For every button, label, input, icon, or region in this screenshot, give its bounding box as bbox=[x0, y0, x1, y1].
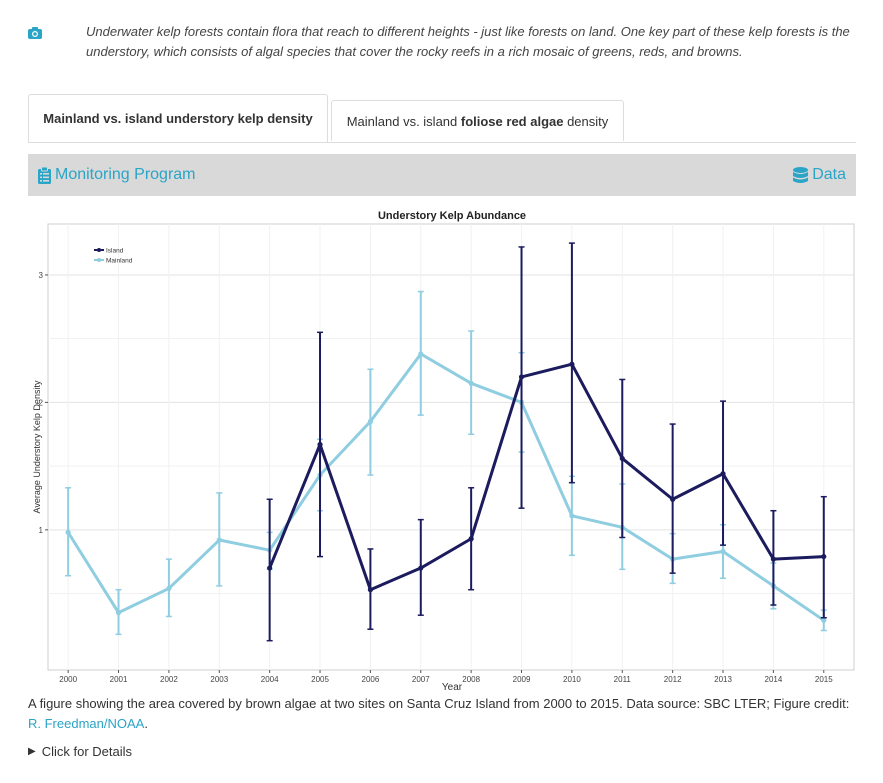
legend-marker bbox=[97, 248, 101, 252]
data-point bbox=[619, 455, 625, 462]
figure-caption: A figure showing the area covered by bro… bbox=[28, 694, 858, 734]
data-point bbox=[468, 380, 474, 386]
x-axis-label: Year bbox=[442, 682, 463, 692]
x-tick-label: 2011 bbox=[614, 675, 632, 684]
details-label: Click for Details bbox=[41, 744, 132, 759]
monitoring-program-label: Monitoring Program bbox=[55, 166, 196, 183]
caption-end: . bbox=[144, 716, 148, 731]
chart-container: Understory Kelp Abundance Average Unders… bbox=[28, 204, 856, 692]
chart-legend: Island Mainland bbox=[94, 248, 133, 265]
data-point bbox=[468, 536, 474, 542]
tab-bar: Mainland vs. island understory kelp dens… bbox=[28, 94, 856, 143]
data-point bbox=[418, 351, 424, 357]
data-point bbox=[115, 610, 122, 616]
x-tick-label: 2006 bbox=[362, 675, 380, 684]
x-tick-label: 2005 bbox=[311, 675, 329, 684]
data-point bbox=[317, 441, 323, 448]
data-point bbox=[821, 617, 827, 623]
y-tick-label: 3 bbox=[39, 271, 44, 280]
data-point bbox=[65, 529, 71, 535]
x-tick-label: 2010 bbox=[563, 675, 581, 684]
series-line-island bbox=[268, 362, 824, 592]
plot-frame bbox=[47, 223, 855, 671]
data-point bbox=[770, 556, 777, 562]
legend-marker bbox=[97, 258, 101, 262]
x-tick-label: 2012 bbox=[664, 675, 682, 684]
data-point bbox=[720, 471, 726, 477]
x-tick-label: 2002 bbox=[160, 675, 178, 684]
legend-label: Mainland bbox=[106, 258, 133, 265]
x-tick-label: 2008 bbox=[462, 675, 480, 684]
tab-foliose-label: Mainland vs. island foliose red algae de… bbox=[347, 114, 609, 129]
series-island bbox=[266, 242, 827, 642]
data-point bbox=[569, 361, 575, 367]
clipboard-icon bbox=[38, 166, 51, 184]
data-label: Data bbox=[812, 166, 846, 183]
data-point bbox=[166, 585, 172, 592]
y-tick-label: 1 bbox=[39, 526, 44, 535]
camera-icon[interactable] bbox=[28, 27, 42, 39]
plot-area: 1 2 3 2000 2001 2002 2003 2004 2005 2006 2007 2008 2… bbox=[39, 223, 855, 684]
x-tick-label: 2001 bbox=[110, 675, 128, 684]
x-tick-label: 2009 bbox=[513, 675, 531, 684]
database-icon bbox=[793, 166, 809, 183]
data-point bbox=[418, 565, 424, 571]
understory-kelp-chart: Understory Kelp Abundance Average Unders… bbox=[32, 210, 855, 692]
x-tick-label: 2004 bbox=[261, 675, 279, 684]
tab-understory-kelp-label: Mainland vs. island understory kelp dens… bbox=[43, 111, 313, 126]
credit-link[interactable]: R. Freedman/NOAA bbox=[28, 716, 145, 731]
intro-text: Underwater kelp forests contain flora th… bbox=[86, 24, 850, 59]
x-tick-label: 2000 bbox=[59, 675, 77, 684]
data-point bbox=[670, 496, 676, 502]
tab-foliose-prefix: Mainland vs. island bbox=[346, 113, 461, 129]
data-point bbox=[267, 565, 273, 571]
x-tick-label: 2014 bbox=[765, 675, 783, 684]
chart-title: Understory Kelp Abundance bbox=[378, 210, 526, 222]
y-axis-label: Average Understory Kelp Density bbox=[32, 380, 42, 513]
tab-understory-kelp[interactable]: Mainland vs. island understory kelp dens… bbox=[28, 94, 328, 142]
data-point bbox=[216, 537, 222, 543]
tab-foliose-suffix: density bbox=[563, 113, 609, 129]
data-point bbox=[569, 513, 575, 519]
y-tick-label: 2 bbox=[39, 398, 44, 407]
details-toggle[interactable]: ▶ Click for Details bbox=[28, 744, 132, 759]
series-line-mainland bbox=[66, 352, 825, 622]
x-tick-label: 2003 bbox=[210, 675, 228, 684]
data-point bbox=[821, 553, 827, 560]
disclosure-triangle-icon: ▶ bbox=[28, 746, 36, 757]
data-point bbox=[367, 418, 373, 425]
intro-section: Underwater kelp forests contain flora th… bbox=[28, 22, 858, 70]
x-tick-label: 2015 bbox=[815, 675, 833, 684]
panel-toolbar: Monitoring Program Data bbox=[28, 154, 856, 196]
data-point bbox=[518, 374, 525, 380]
data-point bbox=[367, 587, 373, 593]
data-link[interactable]: Data bbox=[793, 154, 846, 196]
x-tick-label: 2013 bbox=[714, 675, 732, 684]
caption-text: A figure showing the area covered by bro… bbox=[28, 696, 850, 711]
tab-foliose-bold: foliose red algae bbox=[460, 113, 564, 129]
x-tick-label: 2007 bbox=[412, 675, 430, 684]
tab-foliose-red-algae[interactable]: Mainland vs. island foliose red algae de… bbox=[331, 100, 624, 141]
monitoring-program-link[interactable]: Monitoring Program bbox=[38, 154, 196, 196]
legend-label: Island bbox=[106, 248, 124, 255]
data-point bbox=[720, 548, 726, 555]
